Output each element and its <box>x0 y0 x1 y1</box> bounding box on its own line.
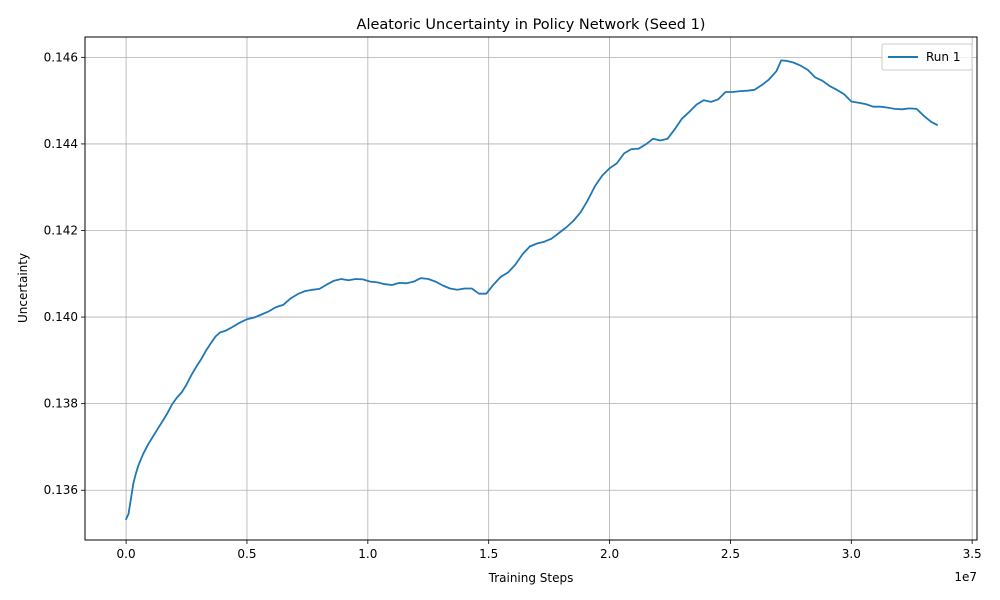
y-tick-label: 0.136 <box>44 483 78 497</box>
x-axis-ticks: 0.0 0.5 1.0 1.5 2.0 2.5 3.0 3.5 <box>117 540 982 561</box>
x-tick-label: 0.0 <box>117 547 136 561</box>
x-tick-label: 0.5 <box>237 547 256 561</box>
series-line-run-1 <box>125 59 938 521</box>
chart-title: Aleatoric Uncertainty in Policy Network … <box>357 17 706 33</box>
legend-box <box>881 43 973 71</box>
legend-label-run-1: Run 1 <box>926 50 960 64</box>
series-layer <box>125 59 938 521</box>
y-axis-ticks: 0.136 0.138 0.140 0.142 0.144 0.146 <box>44 50 85 497</box>
y-axis-label: Uncertainty <box>16 253 30 323</box>
x-tick-label: 1.0 <box>358 547 377 561</box>
x-tick-label: 2.5 <box>721 547 740 561</box>
y-tick-label: 0.144 <box>44 137 78 151</box>
x-tick-label: 3.0 <box>842 547 861 561</box>
grid-lines <box>85 37 977 540</box>
x-tick-label: 2.0 <box>600 547 619 561</box>
x-tick-label: 1.5 <box>479 547 498 561</box>
legend: Run 1 <box>881 43 973 71</box>
plot-frame <box>84 36 978 541</box>
y-tick-label: 0.142 <box>44 223 78 237</box>
x-tick-label: 3.5 <box>963 547 982 561</box>
y-tick-label: 0.140 <box>44 310 78 324</box>
x-axis-label: Training Steps <box>488 571 574 585</box>
x-axis-offset-label: 1e7 <box>954 570 977 584</box>
y-tick-label: 0.138 <box>44 397 78 411</box>
y-tick-label: 0.146 <box>44 50 78 64</box>
